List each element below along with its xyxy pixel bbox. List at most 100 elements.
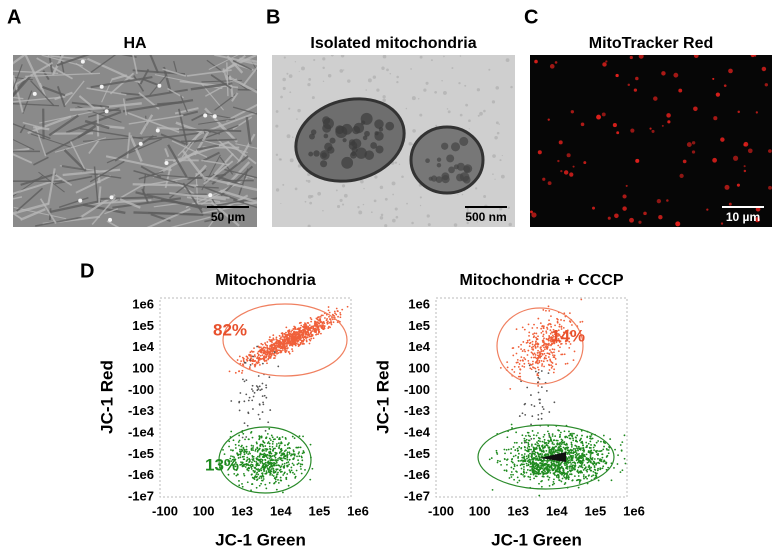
event bbox=[581, 452, 584, 455]
event bbox=[529, 469, 532, 472]
grain bbox=[367, 78, 372, 83]
grain bbox=[373, 199, 377, 203]
cell bbox=[170, 216, 211, 227]
grain bbox=[394, 161, 398, 164]
event bbox=[257, 350, 260, 353]
event bbox=[568, 434, 570, 437]
event bbox=[604, 462, 607, 465]
event bbox=[258, 455, 261, 458]
cell bbox=[13, 138, 35, 151]
event bbox=[578, 452, 580, 455]
cell bbox=[214, 55, 257, 66]
event bbox=[227, 473, 230, 476]
event bbox=[599, 450, 602, 453]
event bbox=[532, 333, 534, 335]
event bbox=[544, 354, 547, 357]
event bbox=[541, 475, 544, 478]
event bbox=[548, 353, 551, 356]
event bbox=[286, 458, 289, 461]
mito-spot bbox=[713, 116, 718, 121]
event bbox=[228, 445, 230, 448]
event bbox=[308, 335, 311, 338]
event bbox=[553, 478, 555, 481]
event bbox=[244, 463, 246, 466]
event bbox=[257, 468, 260, 471]
event bbox=[606, 448, 609, 451]
crista bbox=[309, 133, 315, 140]
event bbox=[530, 403, 533, 406]
cell bbox=[225, 103, 257, 122]
event bbox=[561, 353, 564, 356]
event bbox=[302, 450, 305, 452]
grain bbox=[313, 58, 316, 62]
event bbox=[560, 471, 563, 474]
event bbox=[510, 466, 513, 469]
x-axis-label: JC-1 Green bbox=[215, 530, 306, 549]
event bbox=[320, 314, 323, 317]
y-tick-label: 100 bbox=[132, 360, 154, 375]
crista bbox=[313, 150, 320, 157]
event bbox=[553, 351, 555, 354]
event bbox=[540, 350, 543, 353]
crista bbox=[353, 122, 365, 134]
event bbox=[261, 459, 264, 461]
event bbox=[247, 411, 250, 414]
event bbox=[557, 447, 560, 449]
event bbox=[263, 468, 266, 471]
event bbox=[555, 341, 558, 344]
event bbox=[269, 409, 272, 411]
cell bbox=[39, 198, 57, 224]
event bbox=[268, 336, 271, 339]
grain bbox=[434, 90, 437, 94]
event bbox=[537, 439, 540, 442]
event bbox=[547, 439, 550, 442]
event bbox=[251, 456, 254, 458]
event bbox=[295, 331, 297, 333]
cell bbox=[22, 121, 42, 129]
grain bbox=[419, 55, 423, 59]
crista bbox=[448, 166, 455, 174]
event bbox=[561, 477, 564, 480]
event bbox=[273, 351, 276, 353]
plot-title: Mitochondria bbox=[215, 272, 316, 289]
event bbox=[523, 365, 526, 368]
event bbox=[277, 479, 279, 481]
event bbox=[563, 476, 566, 479]
event bbox=[567, 475, 570, 477]
event bbox=[581, 459, 584, 462]
event bbox=[509, 387, 512, 390]
event bbox=[542, 473, 545, 476]
event bbox=[330, 321, 332, 324]
event bbox=[298, 331, 301, 334]
event bbox=[282, 474, 285, 476]
event bbox=[253, 391, 256, 394]
event bbox=[263, 441, 266, 444]
event bbox=[597, 479, 600, 482]
event bbox=[258, 403, 261, 405]
event bbox=[551, 348, 554, 351]
event bbox=[297, 459, 300, 462]
event bbox=[247, 469, 250, 472]
event bbox=[267, 471, 270, 473]
event bbox=[265, 487, 268, 490]
event bbox=[283, 465, 286, 467]
event bbox=[562, 326, 565, 329]
event bbox=[270, 354, 273, 356]
event bbox=[576, 469, 579, 472]
event bbox=[538, 482, 540, 485]
event bbox=[512, 354, 515, 357]
event bbox=[328, 321, 331, 324]
event bbox=[288, 442, 290, 444]
event bbox=[582, 449, 584, 452]
event bbox=[536, 458, 539, 460]
event bbox=[287, 334, 289, 336]
event bbox=[264, 346, 267, 349]
event bbox=[559, 433, 561, 436]
event bbox=[600, 440, 602, 443]
event bbox=[527, 323, 530, 326]
event bbox=[258, 385, 261, 388]
grain bbox=[380, 213, 384, 217]
cell bbox=[77, 124, 97, 139]
crista bbox=[425, 158, 430, 164]
event bbox=[290, 466, 293, 469]
